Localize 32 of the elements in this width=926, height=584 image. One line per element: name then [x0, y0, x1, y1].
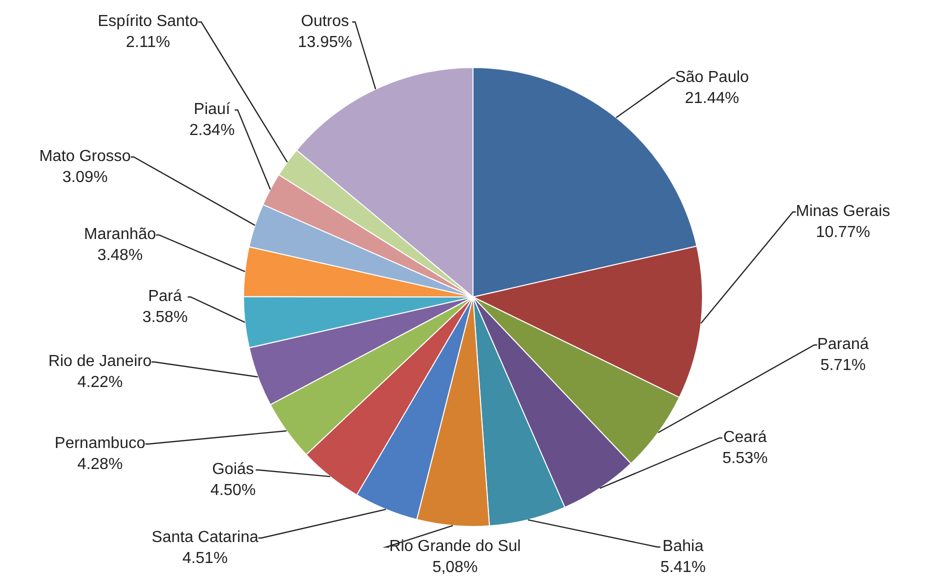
- slice-label: São Paulo: [675, 68, 750, 86]
- data-label: 3.58%: [142, 308, 188, 326]
- data-label: 4.50%: [210, 482, 256, 499]
- slice-label: Santa Catarina: [152, 528, 258, 546]
- slice-label: Goiás: [212, 460, 254, 478]
- slice-label: Pará: [148, 288, 182, 305]
- slice-label: Outros: [300, 12, 350, 30]
- slice-label: Bahia: [662, 538, 704, 555]
- slice-label: Minas Gerais: [796, 202, 890, 220]
- slice-label: Espírito Santo: [98, 12, 198, 30]
- slice-label: Ceará: [723, 428, 767, 446]
- data-label: 4.51%: [182, 550, 228, 567]
- slice-label: Pernambuco: [54, 434, 146, 452]
- slice-label: Maranhão: [84, 226, 156, 243]
- data-label: 5.53%: [722, 450, 768, 467]
- data-label: 13.95%: [298, 34, 352, 51]
- slice-label: Paraná: [817, 336, 869, 353]
- data-label: 21.44%: [684, 90, 740, 107]
- slice-label: Piauí: [194, 100, 231, 118]
- data-label: 3.09%: [62, 168, 108, 186]
- slice-label: Mato Grosso: [39, 148, 131, 165]
- data-label: 3.48%: [97, 246, 143, 264]
- data-label: 10.77%: [816, 224, 870, 241]
- data-label: 2.34%: [189, 122, 235, 139]
- data-label: 5.71%: [820, 356, 866, 374]
- data-label: 4.22%: [77, 374, 123, 391]
- data-label: 5,08%: [432, 558, 478, 576]
- slice-label: Rio de Janeiro: [48, 352, 152, 370]
- data-label: 5.41%: [660, 558, 706, 576]
- slice-label: Rio Grande do Sul: [389, 538, 521, 555]
- data-label: 4.28%: [77, 456, 123, 473]
- data-label: 2.11%: [126, 34, 170, 51]
